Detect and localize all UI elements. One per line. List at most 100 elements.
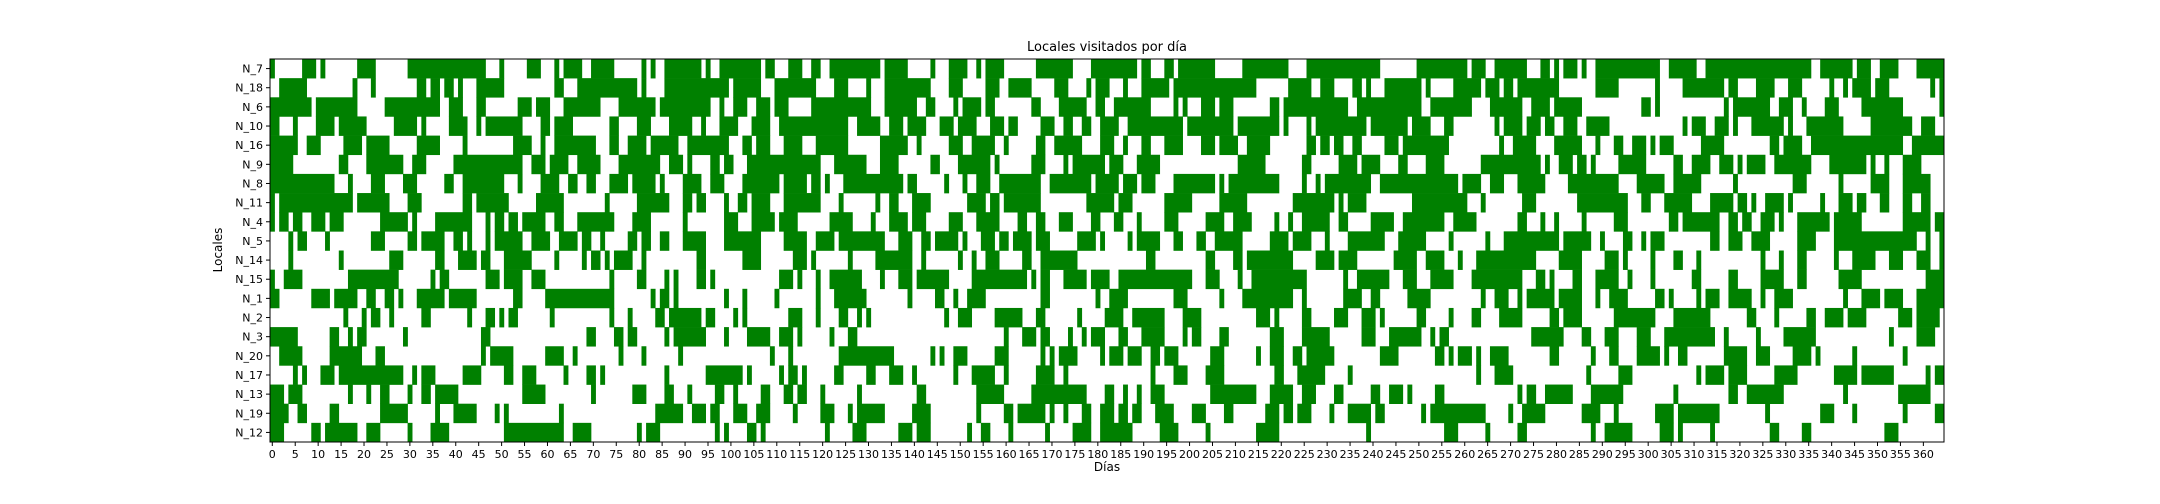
cell-N_17-day-313 [1705, 365, 1725, 385]
cell-N_10-day-360 [1921, 116, 1936, 136]
cell-N_2-day-257 [1448, 307, 1454, 328]
cell-N_8-day-349 [1870, 173, 1890, 194]
cell-N_5-day-162 [1012, 231, 1032, 251]
cell-N_16-day-289 [1595, 135, 1601, 156]
cell-N_17-day-311 [1696, 365, 1702, 385]
cell-N_16-day-243 [1384, 135, 1399, 156]
cell-N_14-day-191 [1145, 250, 1156, 270]
cell-N_19-day-273 [1522, 403, 1546, 424]
cell-N_11-day-323 [1751, 193, 1757, 213]
cell-N_6-day-134 [884, 97, 917, 117]
cell-N_4-day-122 [829, 212, 853, 232]
cell-N_3-day-111 [779, 327, 794, 347]
cell-N_7-day-286 [1581, 59, 1587, 79]
x-tick-label: 340 [1821, 448, 1842, 461]
cell-N_11-day-45 [476, 193, 509, 213]
cell-N_6-day-0 [270, 97, 312, 117]
x-tick-label: 25 [380, 448, 394, 461]
cell-N_7-day-81 [641, 59, 647, 79]
axes-frame [269, 58, 1945, 443]
cell-N_11-day-135 [889, 193, 899, 213]
cell-N_7-day-154 [976, 59, 982, 79]
cell-N_1-day-53 [513, 288, 523, 309]
cell-N_14-day-41 [458, 250, 477, 270]
cell-N_1-day-272 [1517, 288, 1523, 309]
cell-N_12-day-141 [916, 422, 931, 443]
cell-N_19-day-63 [558, 403, 564, 424]
cell-N_6-day-197 [1173, 97, 1179, 117]
cell-N_1-day-318 [1728, 288, 1752, 309]
cell-N_16-day-78 [627, 135, 647, 156]
cell-N_12-day-137 [898, 422, 913, 443]
cell-N_3-day-304 [1664, 327, 1715, 347]
cell-N_19-day-363 [1934, 403, 1945, 424]
cell-N_8-day-139 [907, 173, 917, 194]
cell-N_15-day-115 [797, 269, 803, 290]
cell-N_8-day-65 [568, 173, 578, 194]
cell-N_20-day-183 [1109, 346, 1124, 366]
cell-N_15-day-96 [710, 269, 716, 290]
cell-N_15-day-234 [1343, 269, 1349, 290]
cell-N_5-day-333 [1797, 231, 1816, 251]
cell-N_7-day-86 [664, 59, 702, 79]
cell-N_1-day-83 [650, 288, 656, 309]
cell-N_3-day-115 [797, 327, 803, 347]
cell-N_13-day-288 [1590, 384, 1624, 404]
cell-N_1-day-292 [1609, 288, 1628, 309]
cell-N_17-day-7 [302, 365, 307, 385]
cell-N_9-day-31 [412, 154, 427, 175]
cell-N_11-day-356 [1902, 193, 1913, 213]
cell-N_13-day-189 [1136, 384, 1142, 404]
cell-N_18-day-318 [1728, 78, 1738, 98]
cell-N_15-day-51 [503, 269, 523, 290]
y-tick-label: N_16 [235, 139, 263, 152]
cell-N_7-day-134 [884, 59, 908, 79]
cell-N_14-day-75 [613, 250, 633, 270]
cell-N_10-day-146 [939, 116, 954, 136]
cell-N_6-day-339 [1824, 97, 1839, 117]
cell-N_17-day-197 [1173, 365, 1188, 385]
cell-N_7-day-212 [1242, 59, 1289, 79]
cell-N_8-day-190 [1141, 173, 1156, 194]
x-tick-label: 50 [495, 448, 509, 461]
cell-N_20-day-298 [1636, 346, 1660, 366]
cell-N_4-day-329 [1778, 212, 1784, 232]
cell-N_11-day-157 [990, 193, 1000, 213]
y-tick-label: N_19 [235, 407, 263, 420]
cell-N_20-day-242 [1379, 346, 1399, 366]
cell-N_4-day-135 [889, 212, 908, 232]
cell-N_19-day-208 [1223, 403, 1234, 424]
cell-N_3-day-46 [480, 327, 491, 347]
cell-N_11-day-235 [1347, 193, 1367, 213]
cell-N_19-day-114 [792, 403, 798, 424]
x-tick-label: 165 [1019, 448, 1040, 461]
cell-N_7-day-190 [1141, 59, 1151, 79]
x-tick-label: 220 [1271, 448, 1292, 461]
y-tick-label: N_6 [242, 101, 263, 114]
cell-N_19-day-185 [1118, 403, 1128, 424]
cell-N_8-day-283 [1567, 173, 1619, 194]
cell-N_6-day-110 [774, 97, 789, 117]
cell-N_18-day-269 [1503, 78, 1514, 98]
cell-N_12-day-272 [1517, 422, 1527, 443]
cell-N_10-day-335 [1806, 116, 1844, 136]
cell-N_12-day-0 [270, 422, 285, 443]
cell-N_9-day-320 [1737, 154, 1743, 175]
cell-N_2-day-50 [499, 307, 505, 328]
cell-N_9-day-87 [669, 154, 684, 175]
cell-N_11-day-195 [1164, 193, 1193, 213]
y-tick-label: N_15 [235, 273, 263, 286]
cell-N_5-day-269 [1503, 231, 1560, 251]
cell-N_16-day-327 [1769, 135, 1780, 156]
cell-N_16-day-148 [948, 135, 963, 156]
cell-N_18-day-350 [1875, 78, 1890, 98]
cell-N_14-day-142 [921, 250, 927, 270]
x-tick-label: 15 [334, 448, 348, 461]
cell-N_18-day-123 [834, 78, 849, 98]
cell-N_2-day-335 [1806, 307, 1816, 328]
cell-N_19-day-241 [1375, 403, 1385, 424]
cell-N_18-day-2 [279, 78, 307, 98]
cell-N_13-day-248 [1407, 384, 1413, 404]
x-tick-label: 355 [1890, 448, 1911, 461]
cell-N_4-day-363 [1934, 212, 1945, 232]
